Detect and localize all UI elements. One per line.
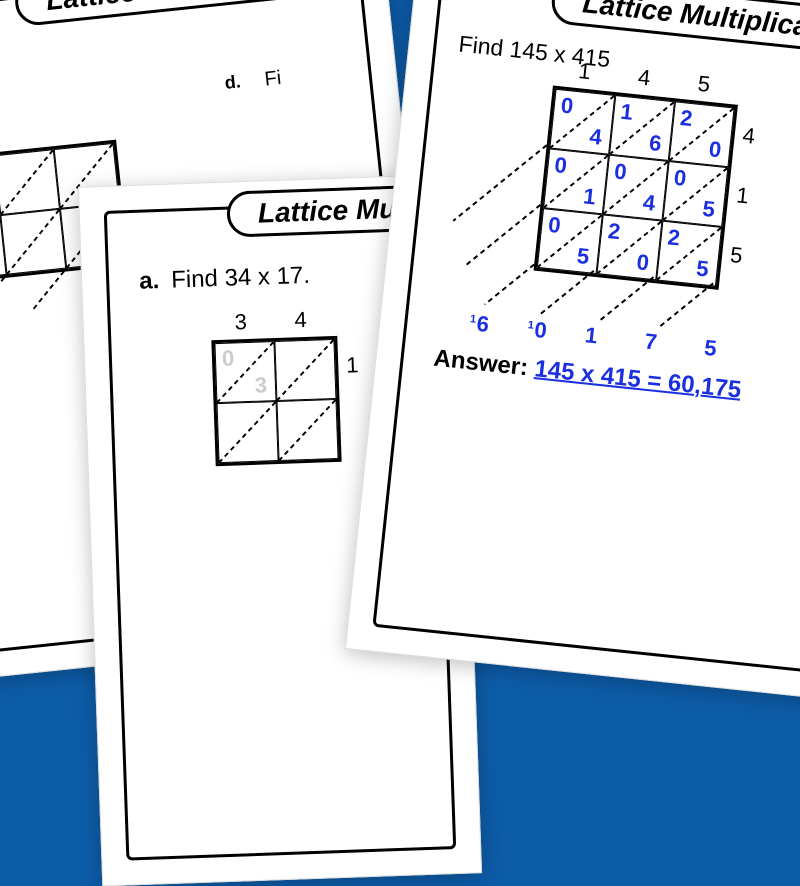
lattice-cell: 04: [549, 89, 615, 155]
lattice-cell: 20: [596, 214, 662, 280]
column-labels: 34: [210, 306, 331, 336]
prompt-text: Find 34 x 17.: [171, 262, 311, 294]
label-find-partial: Fi: [263, 67, 282, 92]
lattice-grid-3x3: 145 415 041620010405052025 1610175: [534, 85, 738, 289]
diagonal-sum: 7: [643, 329, 658, 356]
lattice-cell: 03: [214, 341, 276, 403]
sheet-border: Lattice Multiplication Find 145 x 415 14…: [372, 0, 800, 680]
row-label: 1: [345, 335, 359, 395]
lattice-cell: 16: [609, 95, 675, 161]
row-label: 5: [727, 225, 745, 286]
worksheet-main: Lattice Multiplication Find 145 x 415 14…: [345, 0, 800, 707]
row-label: 1: [733, 165, 751, 226]
diagonal-sum: 5: [703, 335, 718, 362]
lattice-cell: 05: [537, 208, 603, 274]
lattice-grid-2x2: 34 1 03: [211, 336, 341, 466]
diagonal-sum: 10: [526, 316, 548, 344]
answer-label: Answer:: [432, 345, 529, 382]
label-d: d.: [224, 71, 242, 94]
diagonal-sum: 1: [584, 322, 599, 349]
row-label: 4: [740, 106, 758, 167]
col-label: 4: [270, 306, 331, 334]
lattice-cell: 04: [603, 155, 669, 221]
answer-line: Answer: 145 x 415 = 60,175: [432, 345, 742, 405]
row-labels: 1: [345, 335, 359, 395]
lattice-cell: [217, 401, 279, 463]
lattice-cell: [276, 399, 338, 461]
diagonal-sum: 16: [468, 310, 490, 338]
lattice-cell: [274, 339, 336, 401]
col-label: 5: [673, 68, 735, 100]
col-label: 4: [613, 62, 675, 94]
answer-value: 145 x 415 = 60,175: [533, 355, 742, 404]
lattice-cell: [0, 209, 66, 275]
label-a: a.: [139, 267, 160, 295]
title-pill: Lattice Multiplication: [13, 0, 356, 27]
lattice-cell: 05: [662, 161, 728, 227]
lattice-cell: 01: [543, 148, 609, 214]
lattice-cell: 25: [656, 221, 722, 287]
col-label: 3: [210, 308, 271, 336]
lattice-cell: [0, 149, 60, 215]
problem-prompt: 211 x 16.: [0, 23, 366, 97]
col-label: 1: [553, 56, 615, 88]
lattice-cell: 20: [669, 101, 735, 167]
